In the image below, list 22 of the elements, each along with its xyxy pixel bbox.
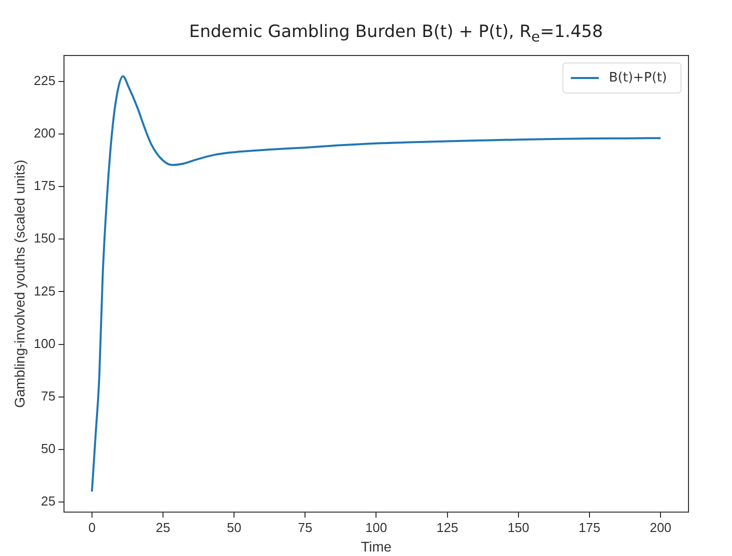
legend-label: B(t)+P(t) <box>608 70 668 86</box>
y-tick-label: 75 <box>41 388 56 404</box>
x-tick-label: 0 <box>88 520 96 535</box>
y-tick-label: 50 <box>41 441 56 456</box>
chart-title: Endemic Gambling Burden B(t) + P(t), R$_{e}$=1.458 <box>188 22 604 46</box>
y-tick-label: 150 <box>34 230 56 246</box>
x-tick-label: 175 <box>578 520 600 535</box>
y-tick-label: 125 <box>34 283 56 298</box>
y-tick-label: 25 <box>41 494 56 509</box>
y-tick-label: 100 <box>34 336 56 351</box>
x-tick-label: 25 <box>156 520 170 535</box>
x-tick-label: 100 <box>365 520 388 535</box>
x-tick-label: 125 <box>436 520 458 535</box>
x-tick-label: 50 <box>226 520 242 535</box>
y-tick-label: 175 <box>34 178 56 194</box>
y-tick-label: 200 <box>34 125 56 140</box>
x-tick-label: 150 <box>508 520 530 535</box>
x-tick-label: 75 <box>298 520 312 535</box>
x-tick-label: 200 <box>650 520 672 535</box>
x-axis-title: Time <box>360 538 392 554</box>
y-axis-title: Gambling-involved youths (scaled units) <box>11 160 28 408</box>
y-tick-label: 225 <box>34 72 56 88</box>
